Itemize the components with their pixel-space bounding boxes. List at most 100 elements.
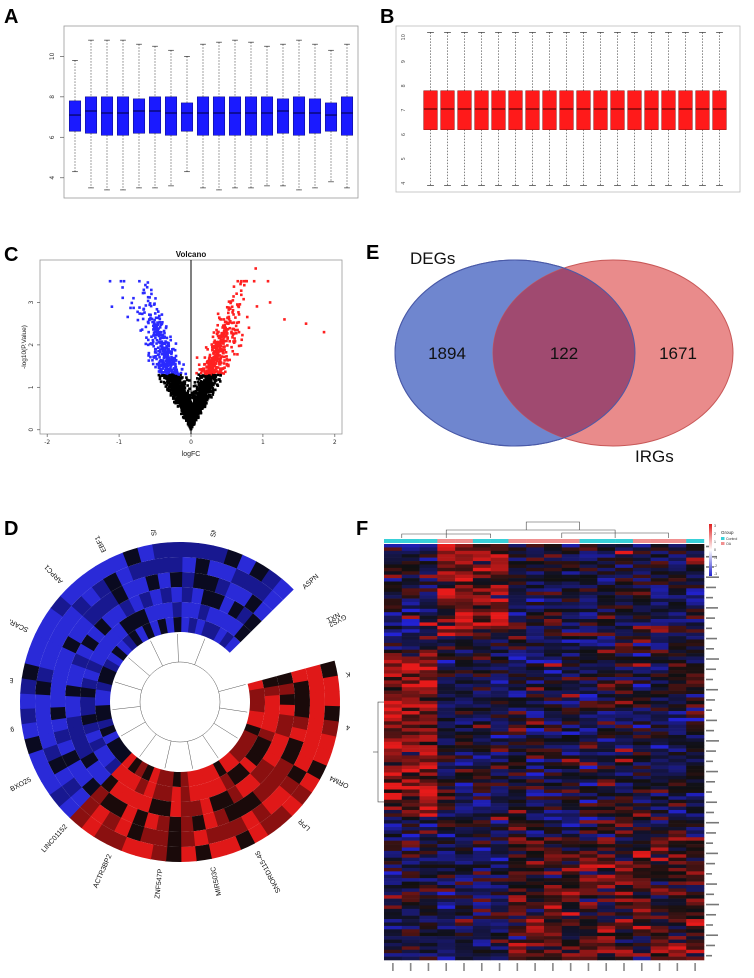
heatmap-cell [490, 769, 509, 773]
heatmap-cell [561, 581, 580, 586]
cell [155, 814, 170, 832]
point-not-significant [177, 385, 181, 388]
point-down [155, 325, 158, 329]
cell [262, 590, 284, 611]
heatmap-cell [437, 690, 456, 695]
cell [267, 767, 288, 787]
point-up [227, 364, 230, 368]
cell [274, 757, 294, 777]
heatmap-cell [615, 622, 634, 627]
heatmap-cell [508, 608, 527, 613]
box [593, 90, 608, 130]
point-up [223, 323, 227, 327]
heatmap-cell [472, 820, 491, 824]
point-not-significant [195, 407, 199, 411]
heatmap-cell [668, 884, 687, 889]
heatmap-cell [490, 646, 509, 651]
heatmap-cell [437, 905, 456, 910]
heatmap-cell [526, 554, 545, 558]
heatmap-cell [597, 827, 616, 831]
heatmap-cell [508, 619, 527, 623]
heatmap-cell [650, 823, 669, 828]
heatmap-cell [472, 588, 491, 593]
heatmap-cell [472, 714, 491, 719]
heatmap-cell [597, 547, 616, 552]
point-up [231, 327, 234, 331]
cell [243, 613, 262, 632]
box [678, 90, 693, 130]
heatmap-cell [668, 690, 687, 695]
heatmap-cell [597, 840, 616, 845]
heatmap-cell [384, 581, 403, 586]
heatmap-cell [508, 612, 527, 616]
cell [67, 625, 88, 644]
cell [277, 714, 295, 728]
point-not-significant [184, 409, 188, 413]
heatmap-cell [686, 615, 705, 620]
heatmap-cell [650, 932, 669, 937]
cell [89, 650, 107, 667]
heatmap-cell [508, 547, 527, 552]
heatmap-cell [490, 765, 509, 770]
heatmap-cell [401, 550, 420, 555]
cell [227, 619, 245, 637]
cell [122, 547, 142, 567]
heatmap-cell [650, 704, 669, 708]
heatmap-cell [455, 642, 474, 647]
heatmap-cell [579, 550, 598, 555]
heatmap-cell [526, 683, 545, 688]
box [276, 98, 290, 134]
heatmap-cell [561, 731, 580, 736]
heatmap-cell [668, 612, 687, 616]
point-down [154, 323, 158, 327]
heatmap-cell [579, 755, 598, 760]
heatmap-cell [508, 867, 527, 872]
y-axis-label: -log10(P.Value) [21, 325, 28, 369]
heatmap-cell [526, 578, 545, 582]
heatmap-cell [419, 813, 438, 818]
heatmap-cell [561, 850, 580, 855]
heatmap-cell [686, 799, 705, 804]
point-down [143, 311, 146, 314]
cell [158, 800, 172, 817]
heatmap-cell [668, 717, 687, 722]
heatmap-cell [561, 799, 580, 804]
cell [133, 576, 150, 595]
heatmap-cell [508, 659, 527, 664]
heatmap-cell [597, 837, 616, 841]
cell [99, 724, 117, 738]
heatmap-cell [615, 908, 634, 913]
point-down [178, 362, 181, 365]
heatmap-cell [579, 929, 598, 934]
heatmap-cell [508, 799, 527, 804]
heatmap-cell [419, 864, 438, 869]
heatmap-cell [615, 581, 634, 586]
cell [121, 580, 140, 600]
point-not-significant [165, 380, 169, 383]
heatmap-cell [615, 782, 634, 787]
heatmap-cell [401, 915, 420, 920]
heatmap-cell [597, 683, 616, 688]
point-not-significant [185, 403, 188, 407]
heatmap-cell [561, 912, 580, 916]
point-up [231, 336, 234, 339]
point-not-significant [174, 382, 177, 385]
cell [262, 676, 279, 689]
point-not-significant [192, 422, 195, 426]
heatmap-cell [472, 840, 491, 845]
heatmap-cell [455, 728, 474, 732]
heatmap-cell [597, 878, 616, 882]
point-up [227, 322, 230, 325]
heatmap-cell [419, 779, 438, 783]
heatmap-cell [526, 922, 545, 927]
cell [264, 704, 280, 715]
point-not-significant [157, 373, 161, 377]
point-down [161, 335, 165, 338]
heatmap-cell [597, 670, 616, 674]
heatmap-cell [615, 840, 634, 845]
heatmap-cell [650, 683, 669, 688]
heatmap-cell [526, 919, 545, 923]
heatmap-cell [686, 666, 705, 671]
heatmap-cell [508, 850, 527, 855]
heatmap-cell [579, 711, 598, 715]
